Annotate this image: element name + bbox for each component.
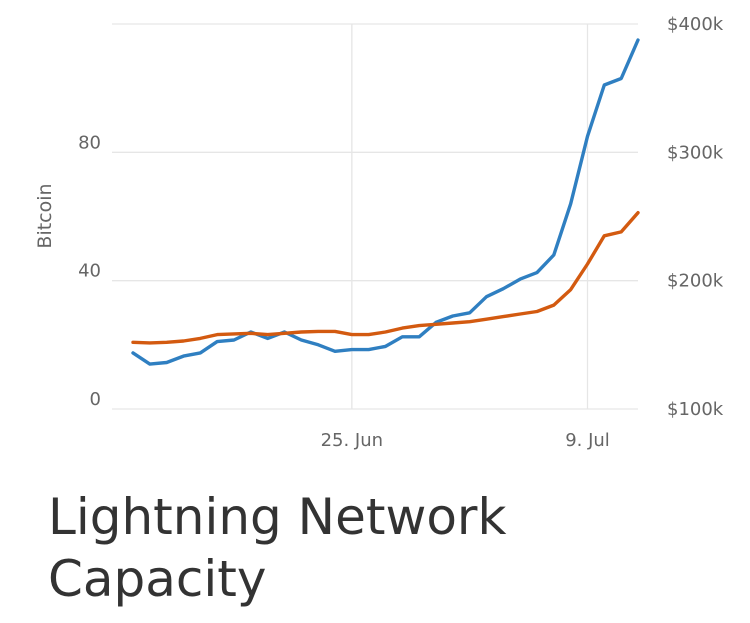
y-axis-title: Bitcoin xyxy=(34,183,56,248)
chart-title: Lightning Network Capacity xyxy=(48,488,507,608)
left-axis: 0 40 80 xyxy=(78,132,101,410)
capacity-chart: 0 40 80 $100k $200k $300k $400k 25. Jun 9. Jul… xyxy=(34,14,724,451)
series-group xyxy=(131,38,640,366)
left-tick-label: 40 xyxy=(78,261,101,282)
right-tick-label: $200k xyxy=(667,271,724,292)
gridlines xyxy=(112,23,638,410)
right-axis: $100k $200k $300k $400k xyxy=(667,14,724,420)
usd-capacity-line xyxy=(131,210,640,345)
right-tick-label: $300k xyxy=(667,142,724,163)
right-tick-label: $400k xyxy=(667,14,724,35)
left-tick-label: 0 xyxy=(90,389,101,410)
x-axis: 25. Jun 9. Jul xyxy=(321,430,610,451)
x-tick-label: 25. Jun xyxy=(321,430,383,451)
right-tick-label: $100k xyxy=(667,399,724,420)
left-tick-label: 80 xyxy=(78,132,101,153)
x-tick-label: 9. Jul xyxy=(565,430,610,451)
btc-capacity-line xyxy=(131,38,640,366)
